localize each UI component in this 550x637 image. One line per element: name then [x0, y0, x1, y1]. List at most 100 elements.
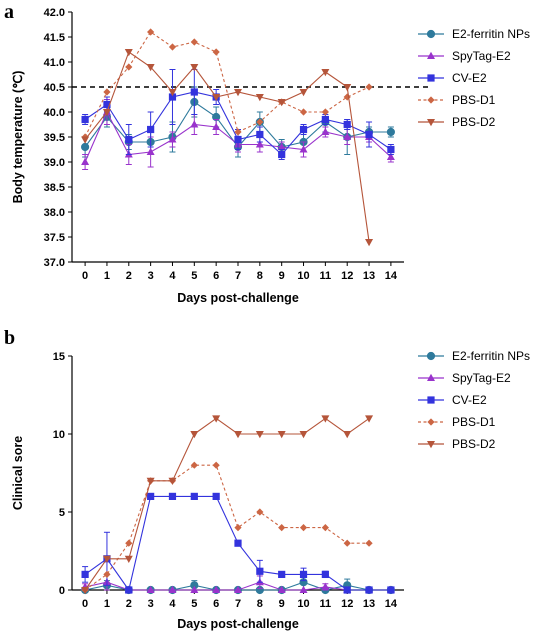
data-point	[255, 94, 264, 102]
data-point	[299, 585, 308, 593]
x-tick-label: 9	[279, 598, 285, 610]
x-tick-label: 0	[82, 270, 88, 282]
data-point	[277, 431, 286, 439]
data-point	[299, 108, 308, 116]
data-point	[256, 118, 264, 126]
data-point	[168, 43, 177, 51]
x-tick-label: 10	[297, 270, 309, 282]
data-point	[146, 64, 155, 72]
x-tick-label: 12	[341, 598, 353, 610]
series-pbs-d1	[81, 461, 373, 594]
data-point	[387, 145, 395, 154]
data-point	[125, 63, 133, 71]
data-point	[255, 140, 264, 148]
legend-marker	[426, 29, 436, 39]
data-point	[343, 132, 352, 140]
data-point	[212, 585, 221, 593]
data-point	[278, 524, 286, 532]
data-point	[102, 555, 111, 563]
data-point	[277, 585, 286, 593]
legend-marker	[426, 351, 436, 361]
x-axis-title: Days post-challenge	[177, 617, 299, 631]
data-point	[81, 115, 89, 124]
data-point	[190, 431, 199, 439]
data-point	[168, 492, 177, 500]
data-point	[190, 461, 198, 469]
chart-panel-a: 37.0 37.5 38.0 38.5 39.0 39.5 40.0 40.5 41.0 41.5…	[11, 7, 530, 305]
data-point	[299, 89, 308, 97]
y-axis-title: Clinical sore	[11, 436, 25, 510]
data-point	[190, 120, 199, 128]
data-point	[147, 28, 155, 36]
data-point	[321, 108, 329, 116]
data-point	[212, 492, 220, 500]
data-point	[102, 109, 111, 117]
legend-item: CV-E2	[418, 393, 487, 407]
data-point	[212, 94, 221, 102]
legend-label: E2-ferritin NPs	[452, 349, 530, 363]
y-tick-label: 38.0	[44, 207, 65, 219]
data-point	[277, 142, 286, 150]
legend-item: PBS-D2	[418, 437, 496, 451]
data-point	[81, 142, 90, 152]
series-pbs-d2	[81, 49, 374, 247]
data-point	[81, 157, 90, 165]
x-tick-label: 7	[235, 270, 241, 282]
data-point	[343, 586, 351, 594]
data-point	[343, 431, 352, 439]
y-tick-label: 40.0	[44, 107, 65, 119]
legend-item: SpyTag-E2	[418, 371, 511, 385]
panel-label-b: b	[4, 327, 15, 349]
legend-label: SpyTag-E2	[452, 371, 511, 385]
data-point	[212, 48, 220, 56]
y-tick-label: 38.5	[44, 182, 65, 194]
x-tick-label: 12	[341, 270, 353, 282]
data-point	[365, 539, 373, 547]
data-point	[299, 125, 308, 134]
data-point	[234, 128, 242, 136]
data-point	[212, 461, 220, 469]
data-point	[168, 585, 177, 593]
data-point	[168, 477, 177, 485]
data-point	[321, 570, 329, 578]
data-point	[190, 88, 198, 96]
legend-item: E2-ferritin NPs	[418, 27, 530, 41]
data-point	[146, 585, 155, 593]
data-point	[256, 567, 264, 575]
y-tick-label: 41.0	[44, 57, 65, 69]
data-point	[81, 136, 90, 144]
x-tick-label: 14	[385, 270, 398, 282]
data-point	[255, 431, 264, 439]
data-point	[234, 431, 242, 439]
legend-item: PBS-D2	[418, 115, 496, 129]
data-point	[365, 415, 374, 423]
legend-label: PBS-D1	[452, 415, 496, 429]
data-point	[343, 93, 351, 101]
data-point	[147, 125, 155, 134]
data-point	[277, 99, 286, 107]
x-tick-label: 13	[363, 270, 375, 282]
legend-marker	[427, 119, 435, 127]
data-point	[124, 555, 133, 563]
data-point	[365, 239, 374, 247]
y-tick-label: 15	[53, 351, 65, 363]
data-point	[321, 582, 330, 590]
legend-marker	[427, 441, 435, 449]
panel-label-a: a	[4, 1, 14, 23]
series-pbs-d1	[81, 28, 373, 141]
data-point	[234, 524, 242, 532]
y-tick-label: 39.5	[44, 132, 65, 144]
data-point	[81, 570, 89, 578]
legend-marker	[427, 74, 435, 82]
data-point	[168, 93, 177, 101]
legend-item: E2-ferritin NPs	[418, 349, 530, 363]
data-point	[168, 89, 177, 97]
series-line	[84, 417, 370, 591]
y-tick-label: 41.5	[44, 32, 65, 44]
x-tick-label: 10	[297, 598, 309, 610]
data-point	[365, 130, 373, 139]
data-point	[299, 570, 308, 578]
